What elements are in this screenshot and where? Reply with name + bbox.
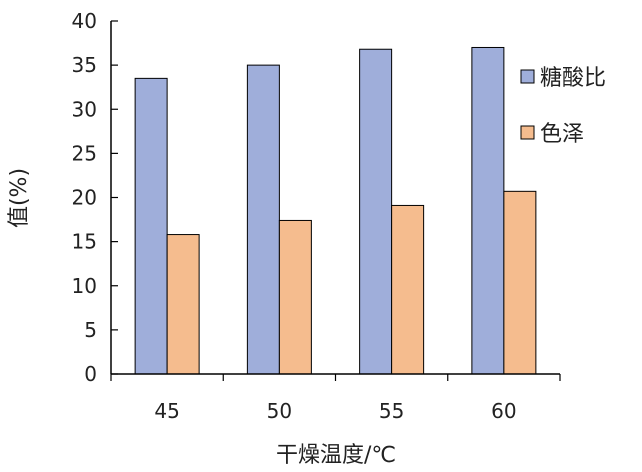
bar-color-55 <box>391 204 425 375</box>
bar-sugar-acid-ratio-60 <box>471 46 505 375</box>
x-tick-label: 60 <box>491 399 516 423</box>
bar-sugar-acid-ratio-45 <box>134 77 168 375</box>
legend-swatch <box>520 69 535 84</box>
y-tick-label: 5 <box>84 318 97 342</box>
y-tick-label: 10 <box>72 274 97 298</box>
y-tick-label: 0 <box>84 362 97 386</box>
x-tick-label: 45 <box>154 399 179 423</box>
legend-label: 色泽 <box>540 122 584 147</box>
bar-color-45 <box>166 234 200 375</box>
bar-color-60 <box>503 190 537 375</box>
bar-sugar-acid-ratio-50 <box>246 64 280 375</box>
x-tick-label: 55 <box>379 399 404 423</box>
bar-sugar-acid-ratio-55 <box>359 48 393 375</box>
y-tick-label: 30 <box>72 97 97 121</box>
x-axis-label: 干燥温度/℃ <box>276 443 396 468</box>
bar-color-50 <box>278 219 312 375</box>
x-axis: 45 50 55 60 <box>110 373 561 423</box>
y-tick-label: 25 <box>72 141 97 165</box>
y-axis-label: 值(%) <box>7 168 32 228</box>
legend-label: 糖酸比 <box>540 66 606 91</box>
y-tick-label: 35 <box>72 53 97 77</box>
y-tick-label: 40 <box>72 9 97 33</box>
plot-area <box>134 46 537 375</box>
y-axis: 0 5 10 15 20 25 30 35 40 <box>72 9 118 386</box>
y-tick-label: 20 <box>72 186 97 210</box>
legend-swatch <box>520 125 535 140</box>
y-tick-label: 15 <box>72 230 97 254</box>
x-tick-label: 50 <box>267 399 292 423</box>
